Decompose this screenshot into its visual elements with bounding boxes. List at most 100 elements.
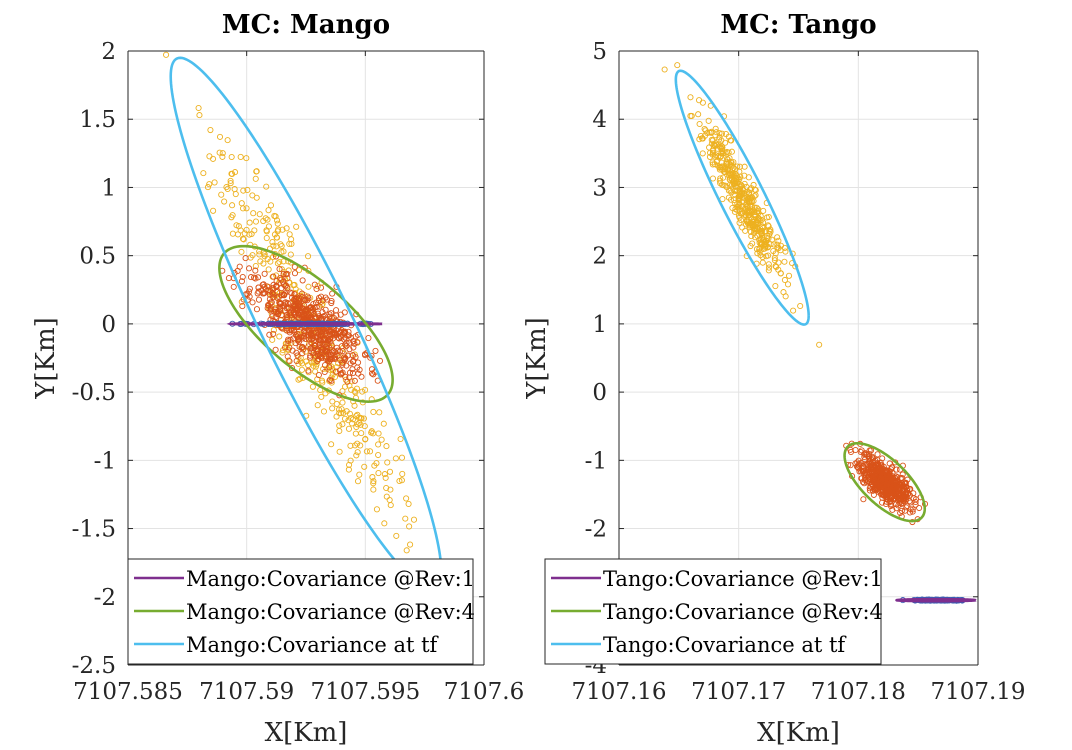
legend-label: Mango:Covariance @Rev:1: [186, 567, 475, 591]
data-point: [345, 332, 353, 339]
data-point: [386, 496, 393, 504]
data-point: [317, 331, 324, 338]
legend-label: Tango:Covariance @Rev:1: [603, 567, 883, 591]
data-point: [276, 333, 283, 340]
data-point: [293, 357, 300, 364]
data-point: [301, 297, 308, 304]
y-tick-label: 1.5: [79, 107, 116, 133]
x-tick-label: 7107.585: [73, 679, 183, 705]
data-point: [265, 207, 272, 214]
data-point: [739, 209, 747, 216]
data-point: [275, 310, 282, 317]
x-tick-label: 7107.6: [444, 679, 524, 705]
data-point: [329, 398, 336, 405]
data-point: [341, 357, 348, 364]
data-point: [719, 181, 726, 188]
data-point: [785, 272, 793, 279]
data-point: [246, 265, 253, 272]
data-point: [249, 299, 256, 306]
data-point: [734, 187, 741, 194]
data-point: [232, 191, 239, 198]
data-point: [781, 244, 788, 251]
data-point: [873, 481, 880, 488]
data-point: [328, 441, 335, 448]
data-point: [264, 305, 271, 312]
data-point: [234, 267, 241, 275]
data-point: [744, 220, 751, 227]
data-point: [331, 329, 338, 336]
data-point: [310, 337, 317, 344]
data-point: [896, 492, 903, 499]
data-point: [321, 368, 328, 376]
data-point: [906, 509, 913, 516]
data-point: [725, 194, 732, 201]
data-point: [250, 210, 257, 217]
data-point: [317, 284, 325, 291]
data-point: [334, 347, 341, 354]
data-point: [288, 240, 295, 247]
data-point: [725, 187, 732, 194]
data-point: [210, 207, 217, 214]
data-point: [892, 492, 899, 499]
chart-title: MC: Mango: [222, 10, 390, 40]
data-point: [343, 339, 350, 346]
data-point: [270, 281, 277, 288]
data-point: [324, 337, 331, 344]
data-point: [276, 265, 283, 273]
data-point: [333, 400, 340, 408]
data-point: [407, 541, 414, 548]
data-point: [238, 200, 245, 207]
data-point: [765, 264, 773, 271]
data-point: [270, 273, 277, 280]
data-point: [277, 241, 284, 248]
data-point: [763, 214, 770, 221]
data-point: [319, 309, 326, 316]
data-point: [362, 386, 369, 393]
data-point: [204, 184, 212, 191]
data-point: [310, 362, 317, 369]
data-point: [342, 373, 349, 380]
data-point: [718, 130, 726, 137]
data-point: [368, 366, 376, 373]
data-point: [732, 183, 739, 190]
data-point: [368, 370, 376, 377]
y-axis-label: Y[Km]: [31, 317, 61, 400]
data-point: [737, 192, 745, 199]
data-point: [263, 183, 270, 190]
data-point: [316, 303, 323, 310]
data-point: [345, 328, 352, 335]
data-point: [393, 532, 400, 539]
data-point: [195, 104, 202, 112]
data-point: [361, 463, 368, 470]
data-point: [339, 399, 346, 406]
data-point: [912, 501, 919, 508]
data-point: [747, 195, 755, 202]
data-point: [270, 253, 277, 261]
data-point: [336, 422, 343, 429]
data-point: [861, 453, 868, 461]
data-point: [382, 474, 389, 481]
covariance-ellipse: [169, 56, 443, 592]
data-point: [358, 415, 365, 422]
data-point: [322, 294, 329, 301]
data-point: [298, 344, 306, 351]
data-point: [273, 217, 281, 224]
data-point: [754, 207, 761, 215]
data-point: [305, 253, 312, 260]
data-point: [757, 252, 764, 259]
data-point: [910, 495, 917, 502]
data-point: [291, 270, 299, 277]
data-point: [273, 234, 281, 241]
data-point: [274, 260, 281, 267]
data-point: [375, 470, 382, 477]
data-point: [727, 161, 734, 168]
y-tick-label: 2: [101, 39, 116, 65]
data-point: [870, 462, 877, 469]
data-point: [227, 177, 234, 184]
data-point: [280, 281, 287, 288]
data-point: [354, 364, 361, 371]
data-point: [163, 51, 170, 58]
data-point: [396, 477, 403, 485]
data-point: [746, 221, 753, 228]
data-point: [350, 357, 357, 364]
